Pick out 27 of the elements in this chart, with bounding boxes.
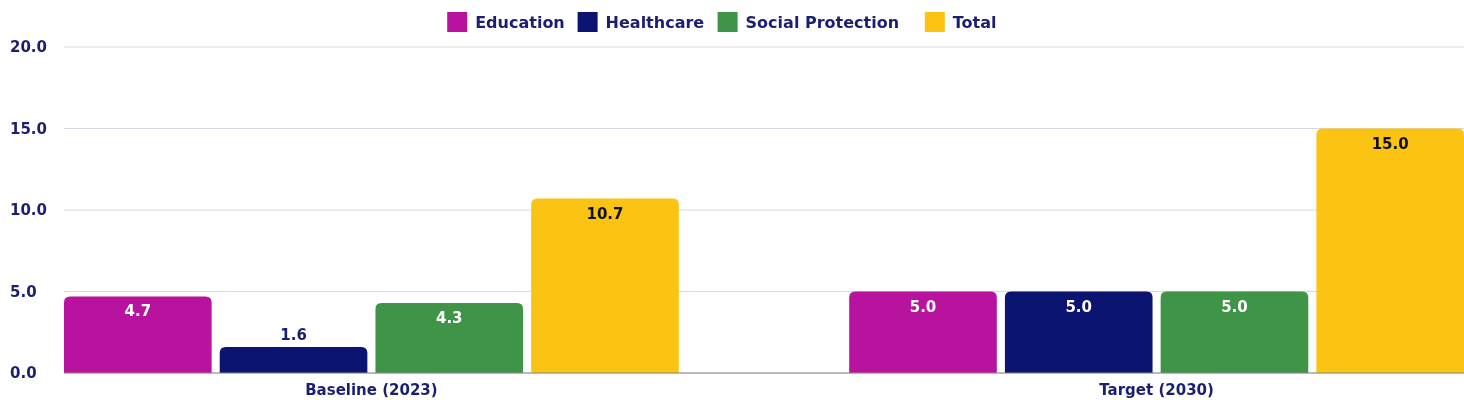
data-label: 5.0 <box>1065 297 1093 316</box>
data-label: 5.0 <box>909 297 937 316</box>
bar <box>849 291 997 373</box>
data-label: 10.7 <box>586 204 624 223</box>
x-tick-label: Baseline (2023) <box>305 381 438 399</box>
bar <box>531 198 679 373</box>
data-label: 4.7 <box>124 302 152 321</box>
data-label: 5.0 <box>1221 297 1248 316</box>
data-label: 4.3 <box>435 308 463 327</box>
data-label: 15.0 <box>1371 134 1409 153</box>
legend-label: Healthcare <box>605 13 705 32</box>
y-tick-label: 15.0 <box>10 119 48 138</box>
data-label: 1.6 <box>280 325 307 344</box>
legend-label: Social Protection <box>745 13 900 32</box>
bar <box>64 296 212 373</box>
y-tick-label: 10.0 <box>10 201 48 219</box>
bar <box>375 302 524 373</box>
bar <box>1316 128 1464 373</box>
legend-label: Total <box>952 13 997 32</box>
bar <box>1160 291 1309 373</box>
bar <box>1004 291 1153 373</box>
x-tick-label: Target (2030) <box>1099 381 1214 399</box>
y-tick-label: 5.0 <box>10 282 37 301</box>
y-tick-label: 0.0 <box>10 364 37 382</box>
bar <box>219 346 368 373</box>
y-tick-label: 20.0 <box>10 38 48 56</box>
legend-label: Education <box>475 13 565 32</box>
